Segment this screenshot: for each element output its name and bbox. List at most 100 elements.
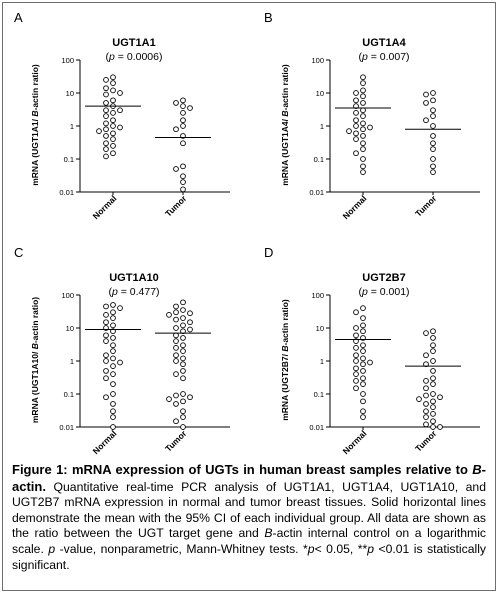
data-point	[180, 140, 186, 147]
caption-italic: p	[307, 541, 315, 556]
p-value: (p = 0.001)	[358, 286, 409, 298]
data-point	[103, 338, 109, 344]
data-point	[423, 100, 429, 106]
data-point	[360, 74, 366, 81]
chart-title: UGT1A1	[112, 37, 155, 49]
data-point	[117, 124, 123, 131]
data-point	[103, 85, 109, 92]
caption-text: <0.01 is statistically significant.	[12, 541, 486, 572]
y-tick-label: 10	[316, 324, 324, 333]
y-tick-label: 10	[66, 324, 74, 333]
y-tick-label: 1	[320, 122, 324, 131]
data-point	[187, 319, 193, 326]
data-point	[360, 328, 366, 335]
data-point	[360, 87, 366, 94]
data-point	[360, 156, 366, 162]
y-tick-label: 100	[311, 291, 324, 300]
y-tick-label: 0.1	[314, 155, 324, 164]
data-point	[103, 133, 109, 139]
plot-area: 0.01 0.1 1 10 100 Normal Tumor	[309, 291, 480, 456]
data-point	[110, 391, 116, 397]
y-tick-label: 0.01	[309, 423, 324, 432]
data-point	[173, 309, 179, 316]
data-point	[360, 398, 366, 405]
y-tick-label: 100	[61, 291, 74, 300]
panel-c-chart: C UGT1A10 (p = 0.477) mRNA (UGT1A10/ B-a…	[14, 245, 230, 456]
data-point	[416, 396, 422, 402]
data-point	[110, 348, 116, 354]
data-point	[110, 342, 116, 349]
data-point	[173, 345, 179, 351]
data-point	[360, 169, 366, 175]
data-point	[110, 335, 116, 341]
data-point	[173, 392, 179, 399]
data-point	[180, 361, 186, 368]
data-point	[103, 153, 109, 160]
data-point	[430, 418, 436, 425]
data-point	[103, 332, 109, 339]
data-point	[430, 358, 436, 364]
plot-area: 0.01 0.1 1 10 100 Normal Tumor	[59, 291, 230, 456]
data-point	[180, 408, 186, 415]
data-point	[173, 358, 179, 364]
data-point	[430, 156, 436, 162]
data-point	[430, 398, 436, 405]
data-point	[110, 123, 116, 129]
data-point	[430, 113, 436, 119]
data-point	[103, 113, 109, 119]
data-point	[423, 378, 429, 384]
data-point	[180, 414, 186, 420]
data-point	[103, 319, 109, 326]
data-point	[173, 418, 179, 425]
data-point	[117, 107, 123, 114]
data-point	[180, 123, 186, 129]
data-point	[353, 345, 359, 351]
y-tick-label: 0.01	[59, 423, 74, 432]
x-tick-label: Tumor	[413, 193, 439, 219]
data-point	[437, 424, 443, 430]
data-point	[180, 97, 186, 104]
data-point	[110, 414, 116, 420]
plot-area: 0.01 0.1 1 10 100 Normal Tumor	[309, 56, 480, 221]
y-tick-label: 1	[320, 357, 324, 366]
y-tick-label: 0.01	[309, 188, 324, 197]
data-point	[430, 140, 436, 147]
data-point	[103, 352, 109, 359]
data-point	[187, 310, 193, 317]
y-tick-label: 100	[61, 56, 74, 65]
data-point	[173, 352, 179, 359]
figure-caption: Figure 1: mRNA expression of UGTs in hum…	[12, 462, 486, 573]
data-point	[430, 123, 436, 129]
panel-b: B UGT1A4 (p = 0.007) mRNA (UGT1A4/ B-act…	[250, 0, 500, 240]
data-point	[353, 352, 359, 359]
data-point	[430, 375, 436, 382]
data-point	[367, 124, 373, 131]
caption-figure-label: Figure 1:	[12, 462, 68, 477]
caption-title-end: -actin.	[12, 462, 486, 494]
data-point	[353, 332, 359, 339]
data-point	[110, 143, 116, 149]
data-point	[360, 342, 366, 349]
caption-text: -actin internal control on a logarithmic…	[12, 526, 486, 556]
data-point	[180, 424, 186, 430]
data-point	[103, 107, 109, 114]
data-point	[103, 358, 109, 364]
data-point	[353, 123, 359, 129]
data-point	[353, 309, 359, 316]
y-tick-label: 10	[66, 89, 74, 98]
plot-area: 0.01 0.1 1 10 100 Normal Tumor	[59, 56, 230, 221]
data-point	[103, 120, 109, 127]
data-point	[180, 103, 186, 109]
data-point	[353, 365, 359, 372]
data-point	[360, 414, 366, 420]
caption-text: -value, nonparametric, Mann-Whitney test…	[55, 541, 308, 556]
data-point	[360, 113, 366, 119]
data-point	[360, 146, 366, 152]
data-point	[110, 408, 116, 415]
data-point	[110, 315, 116, 321]
y-tick-label: 1	[70, 122, 74, 131]
data-point	[430, 107, 436, 114]
data-point	[96, 128, 102, 134]
data-point	[360, 93, 366, 100]
data-point	[117, 90, 123, 96]
